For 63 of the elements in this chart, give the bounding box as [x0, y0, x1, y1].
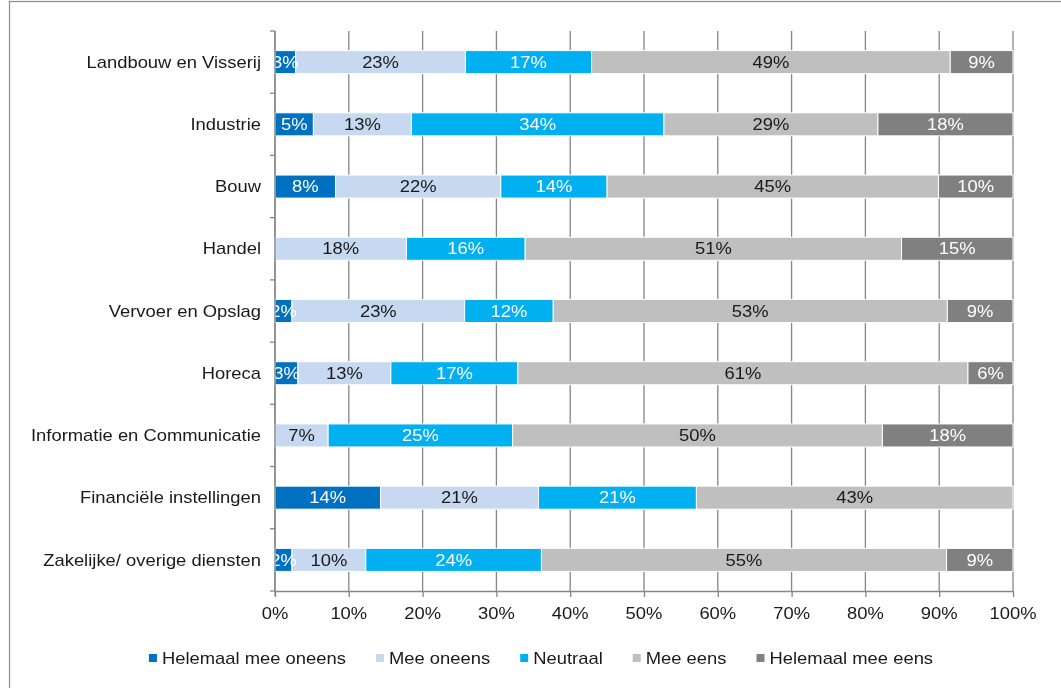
data-label: 17% [435, 363, 473, 383]
x-tick-label: 30% [477, 603, 515, 623]
data-label: 18% [322, 239, 360, 259]
data-label: 18% [929, 426, 967, 445]
data-label: 21% [441, 488, 478, 507]
data-label: 29% [752, 115, 790, 134]
data-label: 51% [694, 239, 732, 259]
data-label: 53% [731, 301, 769, 321]
y-tick-label: Bouw [214, 177, 262, 196]
data-label: 17% [510, 52, 547, 72]
legend-label: Mee eens [645, 648, 727, 668]
y-tick-label: Landbouw en Visserij [86, 52, 261, 72]
data-label: 21% [599, 488, 636, 507]
x-tick-label: 50% [625, 603, 663, 623]
y-tick-label: Zakelijke/ overige diensten [43, 550, 261, 570]
x-tick-label: 10% [330, 603, 368, 623]
data-label: 9% [968, 52, 995, 72]
data-label: 13% [325, 363, 363, 383]
x-tick-label: 20% [404, 603, 442, 623]
data-label: 9% [966, 301, 994, 321]
data-label: 23% [359, 301, 397, 321]
y-tick-label: Horeca [201, 363, 262, 383]
data-label: 9% [966, 550, 994, 570]
data-label: 10% [310, 550, 348, 570]
x-tick-label: 60% [699, 603, 737, 623]
legend-label: Helemaal mee oneens [161, 648, 346, 668]
y-tick-label: Vervoer en Opslag [108, 301, 261, 321]
data-label: 13% [344, 115, 381, 134]
y-tick-label: Financiële instellingen [80, 488, 261, 507]
data-label: 45% [754, 177, 792, 196]
data-label: 61% [724, 363, 762, 383]
data-label: 15% [938, 239, 976, 259]
legend-label: Mee oneens [388, 648, 491, 668]
x-tick-label: 90% [920, 603, 958, 623]
data-label: 6% [977, 363, 1004, 383]
x-tick-label: 100% [989, 603, 1037, 623]
y-tick-label: Informatie en Communicatie [30, 426, 261, 445]
data-label: 55% [725, 550, 763, 570]
x-tick-label: 80% [846, 603, 884, 623]
data-label: 14% [309, 488, 347, 507]
data-label: 14% [535, 177, 573, 196]
data-label: 16% [447, 239, 485, 259]
data-label: 10% [957, 177, 995, 196]
data-label: 12% [490, 301, 528, 321]
x-tick-label: 70% [773, 603, 811, 623]
y-tick-label: Industrie [190, 115, 261, 134]
data-label: 43% [836, 488, 874, 507]
data-label: 7% [288, 426, 315, 445]
x-tick-label: 0% [261, 603, 289, 623]
legend-label: Helemaal mee eens [769, 648, 934, 668]
x-tick-label: 40% [551, 603, 589, 623]
data-label: 18% [927, 115, 964, 134]
data-label: 8% [291, 177, 319, 196]
data-label: 24% [435, 550, 472, 570]
legend-label: Neutraal [533, 648, 603, 668]
data-label: 49% [752, 52, 790, 72]
data-label: 34% [519, 115, 557, 134]
data-label: 5% [280, 115, 308, 134]
data-label: 22% [399, 177, 437, 196]
data-label: 25% [401, 426, 439, 445]
data-label: 50% [679, 426, 716, 445]
y-tick-label: Handel [202, 239, 261, 259]
data-label: 23% [362, 52, 399, 72]
